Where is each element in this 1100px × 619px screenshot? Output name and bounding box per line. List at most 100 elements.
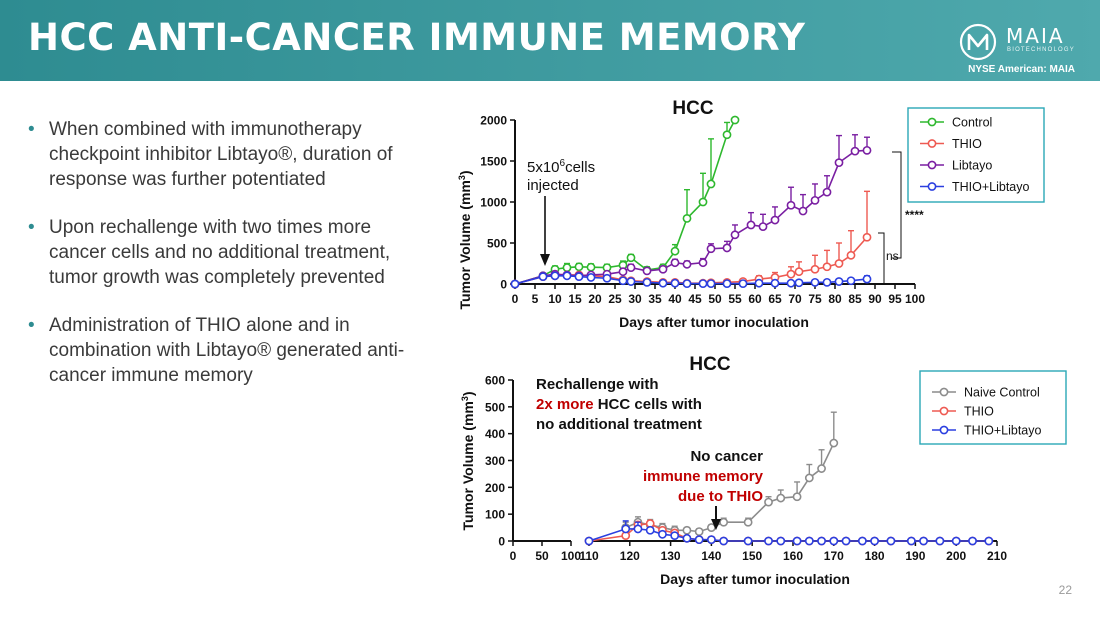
y-tick-label: 200: [485, 481, 505, 495]
data-point: [810, 264, 820, 274]
bullet-item: Upon rechallenge with two times more can…: [28, 215, 428, 290]
legend-marker: [939, 425, 949, 435]
x-tick-label: 190: [905, 549, 925, 563]
data-point: [682, 525, 692, 535]
data-point: [850, 146, 860, 156]
x-tick-label: 150: [742, 549, 762, 563]
data-point: [682, 259, 692, 269]
data-point: [794, 267, 804, 277]
x-tick-label: 20: [588, 292, 602, 306]
data-point: [621, 524, 631, 534]
data-point: [906, 536, 916, 546]
data-point: [706, 535, 716, 545]
legend-marker: [939, 387, 949, 397]
data-point: [776, 536, 786, 546]
tumor-volume-chart-primary: HCC Tumor Volume (mm3) Days after tumor …: [457, 98, 1045, 330]
data-point: [626, 263, 636, 272]
data-point: [804, 536, 814, 546]
x-tick-label: 70: [788, 292, 802, 306]
stock-ticker: NYSE American: MAIA: [968, 64, 1075, 75]
data-point: [834, 277, 844, 286]
data-point: [834, 158, 844, 168]
page-number: 22: [1058, 583, 1072, 597]
x-tick-label: 85: [848, 292, 862, 306]
data-point: [658, 264, 668, 274]
data-point: [670, 531, 680, 541]
legend-marker: [927, 117, 937, 127]
y-axis-label: Tumor Volume (mm3): [460, 391, 476, 530]
annotation-text: No cancer: [690, 448, 763, 465]
data-point: [670, 246, 680, 256]
page-title: HCC ANTI-CANCER IMMUNE MEMORY: [28, 16, 806, 59]
title-banner: HCC ANTI-CANCER IMMUNE MEMORY MAIA BIOTE…: [0, 0, 1100, 81]
data-point: [846, 276, 856, 286]
x-tick-label: 60: [748, 292, 762, 306]
data-point: [746, 220, 756, 230]
data-point: [722, 243, 732, 253]
data-point: [574, 272, 584, 282]
x-tick-label: 50: [708, 292, 722, 306]
x-tick-label: 120: [620, 549, 640, 563]
data-point: [626, 277, 636, 286]
series-thio-libtayo: [584, 520, 994, 546]
data-point: [817, 464, 826, 473]
data-point: [951, 536, 961, 546]
x-tick-label: 180: [865, 549, 885, 563]
data-point: [722, 279, 732, 288]
data-point: [550, 271, 560, 281]
data-point: [633, 524, 643, 534]
data-point: [886, 536, 896, 546]
data-point: [618, 276, 628, 286]
data-point: [586, 262, 596, 272]
annotation-text: immune memory: [643, 468, 764, 485]
x-tick-label: 100: [905, 292, 925, 306]
data-point: [770, 215, 780, 225]
data-point: [743, 517, 753, 527]
bullet-item: Administration of THIO alone and in comb…: [28, 313, 428, 388]
annotation-text: 5x106cells: [527, 158, 595, 176]
data-point: [698, 197, 708, 207]
data-point: [862, 232, 872, 242]
legend-label: THIO: [964, 405, 994, 419]
legend-label: Control: [952, 116, 992, 130]
data-point: [984, 536, 994, 546]
data-point: [862, 274, 872, 284]
annotation-text: no additional treatment: [536, 416, 702, 433]
data-point: [822, 277, 832, 287]
data-point: [776, 493, 786, 503]
data-point: [764, 536, 773, 546]
x-axis-label: Days after tumor inoculation: [619, 314, 809, 330]
data-point: [846, 250, 856, 260]
legend-label: Libtayo: [952, 159, 992, 173]
data-point: [719, 536, 729, 546]
x-tick-label: 50: [535, 549, 549, 563]
data-point: [754, 278, 764, 288]
data-point: [562, 271, 572, 281]
y-tick-label: 2000: [480, 114, 507, 128]
arrow-head-icon: [540, 254, 550, 266]
legend-label: THIO+Libtayo: [964, 424, 1042, 438]
x-tick-label: 200: [946, 549, 966, 563]
injection-annotation: 5x106cells injected: [527, 158, 595, 266]
data-point: [730, 230, 740, 240]
tumor-volume-chart-rechallenge: HCC Tumor Volume (mm3) Days after tumor …: [460, 354, 1067, 587]
series-control: [510, 115, 740, 289]
x-tick-label: 45: [688, 292, 702, 306]
data-point: [562, 263, 572, 272]
x-tick-label: 140: [701, 549, 721, 563]
data-point: [642, 266, 652, 276]
data-point: [841, 536, 851, 546]
annotation-text: injected: [527, 177, 579, 194]
data-point: [510, 279, 520, 289]
data-point: [670, 278, 680, 288]
data-point: [642, 277, 652, 287]
legend-marker: [927, 182, 937, 191]
series-thio-libtayo: [510, 271, 872, 289]
data-point: [698, 258, 708, 268]
y-tick-label: 400: [485, 427, 505, 441]
x-tick-label: 160: [783, 549, 803, 563]
data-point: [538, 272, 548, 282]
x-tick-label: 95: [888, 292, 902, 306]
x-tick-label: 210: [987, 549, 1007, 563]
data-point: [626, 253, 636, 263]
